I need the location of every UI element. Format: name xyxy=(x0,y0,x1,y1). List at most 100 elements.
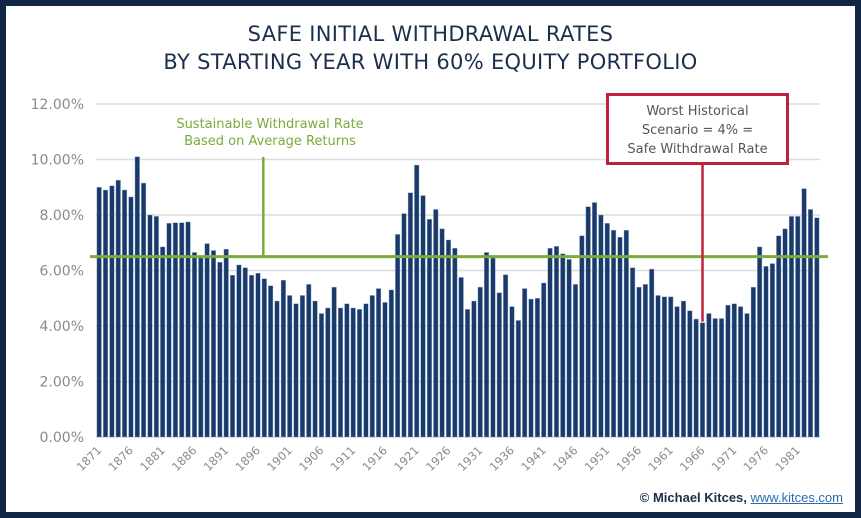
bar xyxy=(445,239,451,438)
bar xyxy=(719,318,725,438)
bar xyxy=(103,189,109,438)
bar xyxy=(477,286,483,438)
x-tick-label: 1911 xyxy=(328,443,359,474)
bar xyxy=(420,195,426,438)
bar xyxy=(680,300,686,438)
bar xyxy=(566,259,572,438)
bar xyxy=(179,222,185,438)
bar xyxy=(642,284,648,438)
bar xyxy=(388,289,394,438)
bar xyxy=(172,222,178,438)
credit-link[interactable]: www.kitces.com xyxy=(750,490,843,505)
y-tick-label: 8.00% xyxy=(40,208,84,224)
bar xyxy=(369,295,375,438)
bar xyxy=(560,253,566,438)
y-tick-label: 6.00% xyxy=(40,264,84,280)
bar xyxy=(452,248,458,438)
bar xyxy=(344,303,350,438)
x-tick-label: 1921 xyxy=(391,443,422,474)
x-tick-label: 1881 xyxy=(137,443,168,474)
x-tick-label: 1901 xyxy=(264,443,295,474)
x-tick-label: 1971 xyxy=(709,443,740,474)
bar xyxy=(236,264,242,438)
bar xyxy=(204,243,210,438)
bar xyxy=(166,223,172,438)
x-tick-label: 1931 xyxy=(455,443,486,474)
bar xyxy=(357,309,363,438)
bar xyxy=(693,318,699,438)
x-tick-label: 1956 xyxy=(614,443,645,474)
bar xyxy=(776,235,782,438)
bar xyxy=(249,275,255,438)
bar xyxy=(585,206,591,438)
bar xyxy=(674,306,680,438)
x-tick-label: 1886 xyxy=(169,443,200,474)
sustainable-rate-annotation: Sustainable Withdrawal Rate Based on Ave… xyxy=(140,116,400,150)
x-tick-label: 1916 xyxy=(359,443,390,474)
bar xyxy=(617,236,623,438)
bar xyxy=(687,310,693,438)
bar xyxy=(661,296,667,438)
bar xyxy=(738,306,744,438)
bar xyxy=(700,322,705,438)
bar xyxy=(109,185,115,438)
x-axis-ticks: 1871 1876 1881 1886 1891 1896 1901 1906 1911 1916… xyxy=(74,443,803,474)
x-tick-label: 1876 xyxy=(105,443,136,474)
bar xyxy=(350,307,356,438)
bar xyxy=(414,164,420,438)
bar xyxy=(604,223,610,438)
x-tick-label: 1936 xyxy=(486,443,517,474)
bar xyxy=(306,284,312,438)
bar xyxy=(668,296,674,438)
bar xyxy=(147,214,153,438)
bar xyxy=(318,313,324,438)
bar xyxy=(96,187,102,438)
bar xyxy=(242,267,248,438)
bar xyxy=(782,228,788,438)
bar xyxy=(312,300,318,438)
bar xyxy=(217,261,223,438)
bar xyxy=(515,320,521,438)
bar xyxy=(255,273,261,438)
x-tick-label: 1951 xyxy=(582,443,613,474)
bar xyxy=(712,318,718,438)
y-tick-label: 2.00% xyxy=(40,375,84,391)
x-tick-label: 1871 xyxy=(74,443,105,474)
bar xyxy=(801,188,807,438)
x-tick-label: 1946 xyxy=(550,443,581,474)
bar xyxy=(522,288,528,438)
bar xyxy=(503,274,509,438)
x-tick-label: 1941 xyxy=(518,443,549,474)
bar xyxy=(211,250,216,438)
x-tick-label: 1976 xyxy=(741,443,772,474)
bar xyxy=(763,266,769,438)
bar xyxy=(280,280,286,438)
bar xyxy=(706,313,712,438)
annotation-line: Scenario = 4% = xyxy=(641,123,754,138)
x-tick-label: 1896 xyxy=(232,443,263,474)
annotation-line: Sustainable Withdrawal Rate xyxy=(176,117,364,132)
bar xyxy=(541,282,547,438)
bar xyxy=(528,298,534,438)
bar xyxy=(230,275,236,438)
bar xyxy=(553,246,559,438)
x-tick-label: 1906 xyxy=(296,443,327,474)
bar xyxy=(592,202,598,438)
bar xyxy=(630,267,636,438)
worst-scenario-annotation: Worst Historical Scenario = 4% = Safe Wi… xyxy=(606,93,789,165)
bar xyxy=(223,248,229,438)
bar xyxy=(299,295,305,438)
bar xyxy=(579,235,585,438)
annotation-line: Safe Withdrawal Rate xyxy=(627,142,768,157)
bar xyxy=(401,213,407,438)
bar xyxy=(769,263,775,438)
bar xyxy=(382,302,388,438)
bar xyxy=(598,214,604,438)
bar xyxy=(725,304,731,438)
chart-title: SAFE INITIAL WITHDRAWAL RATES xyxy=(247,22,614,46)
bar xyxy=(160,246,166,438)
x-tick-label: 1891 xyxy=(201,443,232,474)
bar xyxy=(198,257,204,438)
bar xyxy=(490,257,496,438)
bar xyxy=(636,286,642,438)
